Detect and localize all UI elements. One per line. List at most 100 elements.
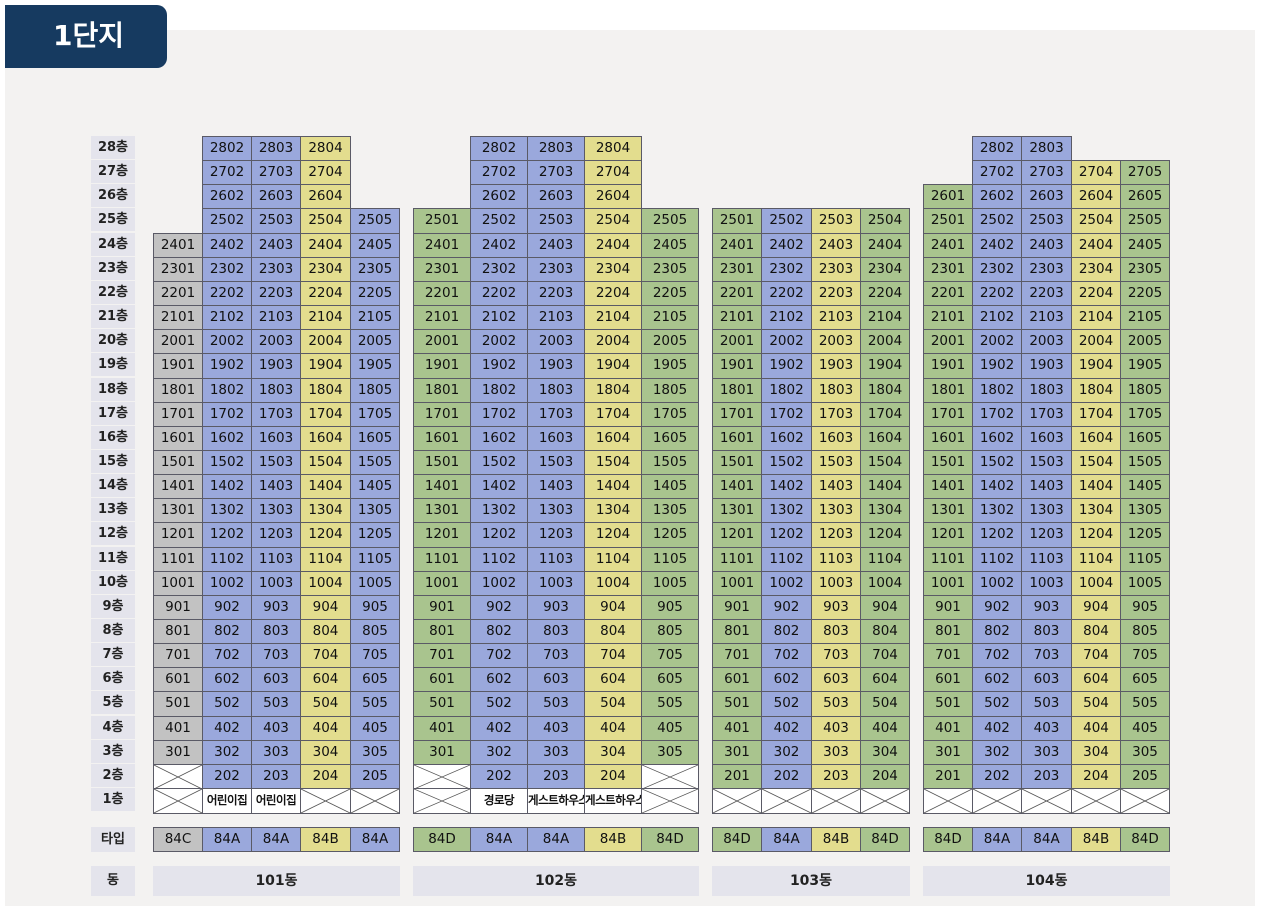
unit-cell[interactable]: 404 bbox=[860, 716, 910, 742]
unit-cell[interactable]: 903 bbox=[527, 595, 585, 621]
unit-cell[interactable]: 2204 bbox=[1071, 281, 1121, 307]
unit-cell[interactable]: 2004 bbox=[584, 329, 642, 355]
unit-cell[interactable]: 2103 bbox=[811, 305, 861, 331]
unit-cell[interactable]: 2201 bbox=[413, 281, 471, 307]
unit-cell[interactable]: 403 bbox=[527, 716, 585, 742]
unit-cell[interactable]: 904 bbox=[1071, 595, 1121, 621]
unit-cell[interactable]: 802 bbox=[761, 619, 812, 645]
unit-cell[interactable]: 1201 bbox=[923, 522, 973, 548]
unit-cell[interactable]: 1201 bbox=[413, 522, 471, 548]
unit-cell[interactable]: 1501 bbox=[413, 450, 471, 476]
unit-cell[interactable]: 1504 bbox=[1071, 450, 1121, 476]
unit-cell[interactable]: 2002 bbox=[972, 329, 1022, 355]
unit-cell[interactable]: 805 bbox=[1120, 619, 1170, 645]
unit-cell[interactable]: 2003 bbox=[811, 329, 861, 355]
unit-cell[interactable]: 504 bbox=[860, 691, 910, 717]
unit-cell[interactable]: 2204 bbox=[860, 281, 910, 307]
unit-cell[interactable]: 1404 bbox=[300, 474, 351, 500]
unit-cell[interactable]: 303 bbox=[811, 740, 861, 766]
unit-cell[interactable]: 2604 bbox=[1071, 184, 1121, 210]
unit-cell[interactable]: 905 bbox=[1120, 595, 1170, 621]
unit-cell[interactable]: 2101 bbox=[153, 305, 203, 331]
unit-cell[interactable]: 502 bbox=[470, 691, 528, 717]
unit-cell[interactable]: 1003 bbox=[527, 571, 585, 597]
unit-cell[interactable]: 1203 bbox=[811, 522, 861, 548]
unit-cell[interactable]: 2502 bbox=[972, 208, 1022, 234]
unit-cell[interactable]: 2703 bbox=[1021, 160, 1072, 186]
unit-cell[interactable]: 805 bbox=[350, 619, 400, 645]
unit-cell[interactable]: 1505 bbox=[350, 450, 400, 476]
unit-cell[interactable]: 605 bbox=[350, 667, 400, 693]
unit-cell[interactable]: 1902 bbox=[761, 353, 812, 379]
unit-cell[interactable]: 2502 bbox=[202, 208, 252, 234]
unit-cell[interactable]: 503 bbox=[811, 691, 861, 717]
unit-cell[interactable]: 2305 bbox=[1120, 257, 1170, 283]
unit-cell[interactable]: 2103 bbox=[527, 305, 585, 331]
unit-cell[interactable]: 1501 bbox=[923, 450, 973, 476]
unit-cell[interactable]: 2505 bbox=[641, 208, 699, 234]
unit-cell[interactable]: 2003 bbox=[527, 329, 585, 355]
unit-cell[interactable]: 2001 bbox=[712, 329, 762, 355]
unit-cell[interactable]: 302 bbox=[202, 740, 252, 766]
unit-cell[interactable]: 603 bbox=[1021, 667, 1072, 693]
unit-cell[interactable]: 1703 bbox=[527, 402, 585, 428]
unit-cell[interactable]: 2505 bbox=[350, 208, 400, 234]
unit-cell[interactable]: 702 bbox=[761, 643, 812, 669]
unit-cell[interactable]: 2302 bbox=[972, 257, 1022, 283]
unit-cell[interactable]: 1302 bbox=[972, 498, 1022, 524]
unit-cell[interactable]: 2205 bbox=[350, 281, 400, 307]
unit-cell[interactable]: 2501 bbox=[923, 208, 973, 234]
unit-cell[interactable]: 1904 bbox=[1071, 353, 1121, 379]
unit-cell[interactable]: 2605 bbox=[1120, 184, 1170, 210]
unit-cell[interactable]: 605 bbox=[1120, 667, 1170, 693]
unit-cell[interactable]: 2201 bbox=[923, 281, 973, 307]
unit-cell[interactable]: 1003 bbox=[251, 571, 301, 597]
unit-cell[interactable]: 1701 bbox=[923, 402, 973, 428]
unit-cell[interactable]: 2103 bbox=[251, 305, 301, 331]
unit-cell[interactable]: 2304 bbox=[860, 257, 910, 283]
unit-cell[interactable]: 804 bbox=[860, 619, 910, 645]
unit-cell[interactable]: 1205 bbox=[1120, 522, 1170, 548]
unit-cell[interactable]: 2501 bbox=[712, 208, 762, 234]
unit-cell[interactable]: 1105 bbox=[1120, 547, 1170, 573]
unit-cell[interactable]: 704 bbox=[584, 643, 642, 669]
unit-cell[interactable]: 2401 bbox=[413, 233, 471, 259]
unit-cell[interactable]: 1602 bbox=[761, 426, 812, 452]
unit-cell[interactable]: 1704 bbox=[1071, 402, 1121, 428]
unit-cell[interactable]: 204 bbox=[860, 764, 910, 790]
unit-cell[interactable]: 305 bbox=[350, 740, 400, 766]
unit-cell[interactable]: 1004 bbox=[1071, 571, 1121, 597]
unit-cell[interactable]: 1604 bbox=[300, 426, 351, 452]
unit-cell[interactable]: 1504 bbox=[584, 450, 642, 476]
unit-cell[interactable]: 1801 bbox=[413, 378, 471, 404]
unit-cell[interactable]: 1002 bbox=[972, 571, 1022, 597]
unit-cell[interactable]: 2302 bbox=[761, 257, 812, 283]
unit-cell[interactable]: 1401 bbox=[413, 474, 471, 500]
unit-cell[interactable]: 504 bbox=[584, 691, 642, 717]
unit-cell[interactable]: 1204 bbox=[584, 522, 642, 548]
unit-cell[interactable]: 1503 bbox=[1021, 450, 1072, 476]
unit-cell[interactable]: 1601 bbox=[153, 426, 203, 452]
unit-cell[interactable]: 1404 bbox=[1071, 474, 1121, 500]
unit-cell[interactable]: 1103 bbox=[1021, 547, 1072, 573]
unit-cell[interactable]: 1803 bbox=[1021, 378, 1072, 404]
unit-cell[interactable]: 1404 bbox=[584, 474, 642, 500]
unit-cell[interactable]: 1203 bbox=[251, 522, 301, 548]
unit-cell[interactable]: 1101 bbox=[712, 547, 762, 573]
unit-cell[interactable]: 901 bbox=[153, 595, 203, 621]
unit-cell[interactable]: 1603 bbox=[251, 426, 301, 452]
unit-cell[interactable]: 2702 bbox=[972, 160, 1022, 186]
unit-cell[interactable]: 405 bbox=[350, 716, 400, 742]
unit-cell[interactable]: 2101 bbox=[712, 305, 762, 331]
unit-cell[interactable]: 1005 bbox=[350, 571, 400, 597]
unit-cell[interactable]: 1302 bbox=[202, 498, 252, 524]
unit-cell[interactable]: 505 bbox=[641, 691, 699, 717]
unit-cell[interactable]: 302 bbox=[470, 740, 528, 766]
unit-cell[interactable]: 503 bbox=[251, 691, 301, 717]
unit-cell[interactable]: 702 bbox=[202, 643, 252, 669]
unit-cell[interactable]: 604 bbox=[860, 667, 910, 693]
unit-cell[interactable]: 301 bbox=[153, 740, 203, 766]
unit-cell[interactable]: 1203 bbox=[527, 522, 585, 548]
unit-cell[interactable]: 602 bbox=[761, 667, 812, 693]
unit-cell[interactable]: 2404 bbox=[860, 233, 910, 259]
